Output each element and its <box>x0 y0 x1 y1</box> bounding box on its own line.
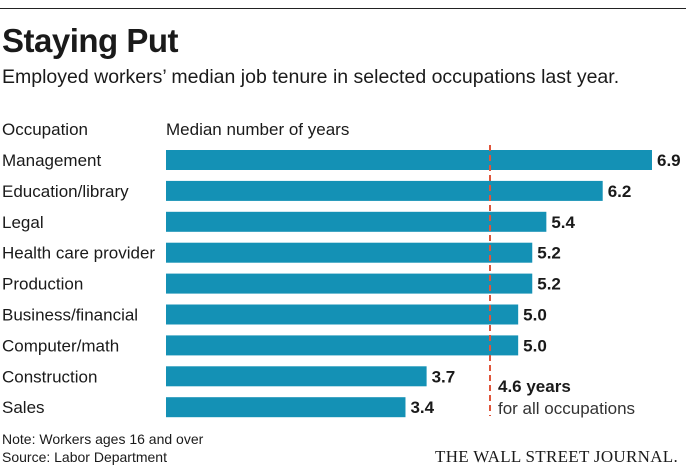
occupation-column-header: Occupation <box>2 120 88 139</box>
chart-subtitle: Employed workers’ median job tenure in s… <box>2 66 620 88</box>
category-label: Business/financial <box>2 306 138 325</box>
value-label: 6.2 <box>608 182 632 201</box>
value-label: 6.9 <box>657 151 681 170</box>
category-label: Legal <box>2 213 44 232</box>
top-rule <box>0 8 686 9</box>
value-label: 5.0 <box>523 336 547 355</box>
bar <box>166 366 427 387</box>
category-label: Sales <box>2 398 45 417</box>
category-label: Management <box>2 151 102 170</box>
value-label: 5.0 <box>523 306 547 325</box>
category-label: Education/library <box>2 182 129 201</box>
source-line: Source: Labor Department <box>2 449 167 465</box>
category-label: Computer/math <box>2 336 119 355</box>
value-label: 3.7 <box>432 367 456 386</box>
bar <box>166 150 652 170</box>
value-label: 5.4 <box>551 213 575 232</box>
bar <box>166 273 533 294</box>
category-label: Construction <box>2 367 97 386</box>
value-label: 5.2 <box>537 244 561 263</box>
reference-value-label: 4.6 years <box>498 377 571 396</box>
bar <box>166 304 519 325</box>
reference-description-label: for all occupations <box>498 399 636 418</box>
value-label: 3.4 <box>410 398 434 417</box>
bar <box>166 397 406 418</box>
bar <box>166 180 603 201</box>
publisher-credit: THE WALL STREET JOURNAL. <box>435 447 678 466</box>
value-column-header: Median number of years <box>166 120 350 139</box>
bar <box>166 242 533 263</box>
category-label: Health care provider <box>2 244 155 263</box>
note-line: Note: Workers ages 16 and over <box>2 431 204 447</box>
category-label: Production <box>2 275 83 294</box>
value-label: 5.2 <box>537 275 561 294</box>
footnotes: Note: Workers ages 16 and over Source: L… <box>2 430 203 466</box>
bar <box>166 335 519 356</box>
chart-title: Staying Put <box>2 22 179 59</box>
bar <box>166 211 547 232</box>
reference-annotation: 4.6 years for all occupations <box>498 376 635 420</box>
